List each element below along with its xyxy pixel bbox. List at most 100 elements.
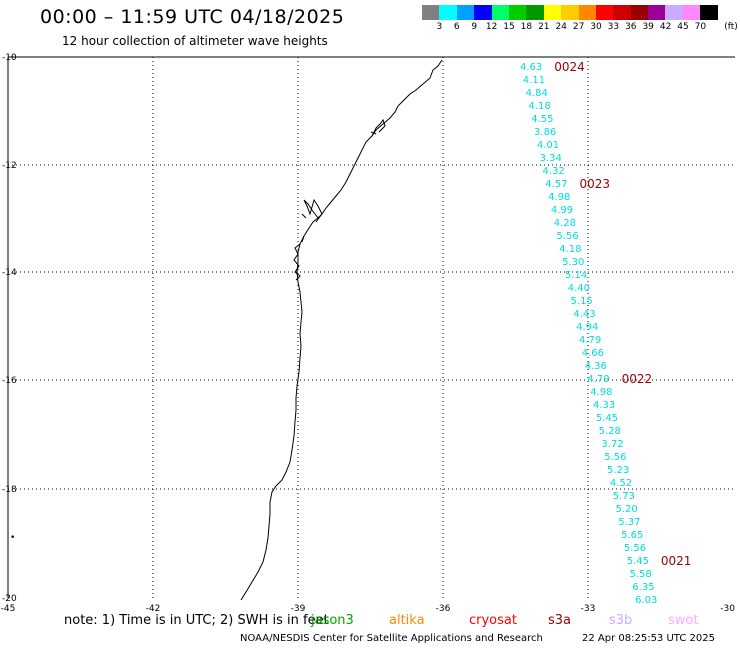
y-axis-label: -16	[2, 376, 17, 386]
wave-height-value: 4.84	[526, 88, 548, 99]
wave-height-value: 4.33	[593, 400, 615, 411]
satellite-legend-item: cryosat	[469, 613, 517, 628]
altimeter-track: 4.63 4.11 4.84 4.18 4.55 3.86 4.01 3.34 4.32 4.57…	[520, 62, 657, 606]
wave-height-value: 5.28	[599, 426, 621, 437]
satellite-legend-item: s3b	[609, 613, 633, 628]
satellite-legend-item: swot	[668, 613, 699, 628]
scale-swatch	[543, 5, 562, 20]
pass-time-label: 0022	[622, 372, 653, 386]
coastline	[240, 59, 443, 601]
scale-label: 39	[642, 22, 654, 32]
scale-swatch	[456, 5, 475, 20]
wave-height-value: 5.30	[562, 257, 584, 268]
scale-label: 18	[520, 22, 533, 32]
scale-swatch	[439, 5, 457, 20]
wave-height-value: 4.66	[582, 348, 604, 359]
scale-label: 3	[436, 22, 443, 32]
coastline-inlet-lower	[293, 235, 305, 281]
wave-height-value: 5.56	[557, 231, 579, 242]
pass-time-label: 0024	[554, 60, 585, 74]
y-axis-label: -10	[2, 53, 17, 63]
pass-time-label: 0023	[579, 177, 610, 191]
wave-height-value: 5.65	[621, 530, 643, 541]
scale-label: 9	[471, 22, 478, 32]
wave-height-value: 4.55	[531, 114, 553, 125]
wave-height-value: 4.63	[520, 62, 542, 73]
wave-height-value: 3.72	[601, 439, 623, 450]
wave-height-value: 4.79	[579, 335, 601, 346]
wave-height-value: 3.34	[540, 153, 562, 164]
wave-height-value: 4.52	[610, 478, 632, 489]
wave-height-value: 4.36	[585, 361, 607, 372]
wave-height-value: 4.01	[537, 140, 559, 151]
wave-height-value: 4.98	[548, 192, 570, 203]
y-axis-label: -20	[2, 594, 17, 604]
satellite-legend-item: jason3	[311, 613, 354, 628]
wave-height-color-scale	[422, 5, 718, 20]
scale-swatch	[561, 5, 579, 20]
credit-line: NOAA/NESDIS Center for Satellite Applica…	[240, 633, 543, 644]
island-marker: •	[10, 533, 15, 543]
pass-time-label: 0021	[661, 554, 692, 568]
wave-height-value: 4.43	[573, 309, 595, 320]
scale-swatch	[665, 5, 683, 20]
x-axis-label: -30	[720, 604, 735, 614]
axis-labels: -10 -12 -14 -16 -18 -20-45 -42 -39 -36 -33 -30	[1, 53, 736, 614]
scale-swatch	[630, 5, 649, 20]
scale-swatch	[422, 5, 440, 20]
scale-label: 36	[625, 22, 637, 32]
scale-label: 30	[590, 22, 602, 32]
wave-height-value: 5.45	[596, 413, 618, 424]
wave-height-value: 4.32	[542, 166, 564, 177]
wave-height-value: 5.14	[565, 270, 587, 281]
wave-height-value: 3.86	[534, 127, 556, 138]
wave-height-value: 4.28	[554, 218, 576, 229]
scale-label: 33	[607, 22, 620, 32]
scale-label: 12	[485, 22, 498, 32]
wave-height-value: 5.15	[571, 296, 593, 307]
wave-height-value: 4.79	[587, 374, 609, 385]
chart-subtitle: 12 hour collection of altimeter wave hei…	[62, 34, 328, 48]
scale-swatch	[578, 5, 596, 20]
scale-label: 15	[503, 22, 515, 32]
wave-height-value: 5.45	[627, 556, 649, 567]
y-axis-label: -14	[2, 268, 17, 278]
wave-height-value: 4.18	[559, 244, 581, 255]
y-axis-label: -12	[2, 161, 17, 171]
scale-swatch	[491, 5, 509, 20]
pass-time-labels: 0024 0023 0022 0021	[554, 60, 691, 568]
wave-height-value: 4.18	[528, 101, 550, 112]
footnote: note: 1) Time is in UTC; 2) SWH is in fe…	[64, 613, 329, 628]
scale-swatch	[595, 5, 614, 20]
y-axis-label: -18	[2, 485, 17, 495]
color-scale-unit: (ft)	[724, 22, 738, 32]
wave-height-value: 5.73	[613, 491, 635, 502]
scale-swatch	[508, 5, 527, 20]
wave-height-value: 6.03	[635, 595, 657, 606]
wave-height-value: 6.35	[632, 582, 654, 593]
scale-label: 27	[572, 22, 585, 32]
scale-label: 42	[659, 22, 672, 32]
x-axis-label: -45	[1, 604, 16, 614]
chart-title: 00:00 – 11:59 UTC 04/18/2025	[40, 6, 345, 28]
wave-height-value: 5.23	[607, 465, 629, 476]
satellite-legend-item: s3a	[548, 613, 572, 628]
wave-height-value: 4.99	[551, 205, 573, 216]
scale-label: 45	[677, 22, 689, 32]
wave-height-value: 5.58	[630, 569, 652, 580]
wave-height-value: 5.37	[618, 517, 640, 528]
wave-height-value: 4.98	[590, 387, 612, 398]
wave-height-value: 4.94	[576, 322, 598, 333]
scale-label: 24	[555, 22, 567, 32]
scale-label: 6	[453, 22, 460, 32]
scale-swatch	[700, 5, 718, 20]
wave-height-value: 4.11	[523, 75, 545, 86]
wave-height-value: 5.20	[615, 504, 637, 515]
wave-height-value: 4.57	[545, 179, 567, 190]
wave-height-value: 4.40	[568, 283, 590, 294]
scale-label: 70	[694, 22, 707, 32]
scale-swatch	[526, 5, 544, 20]
scale-swatch	[682, 5, 701, 20]
coastline-inlet-middle	[301, 198, 323, 223]
